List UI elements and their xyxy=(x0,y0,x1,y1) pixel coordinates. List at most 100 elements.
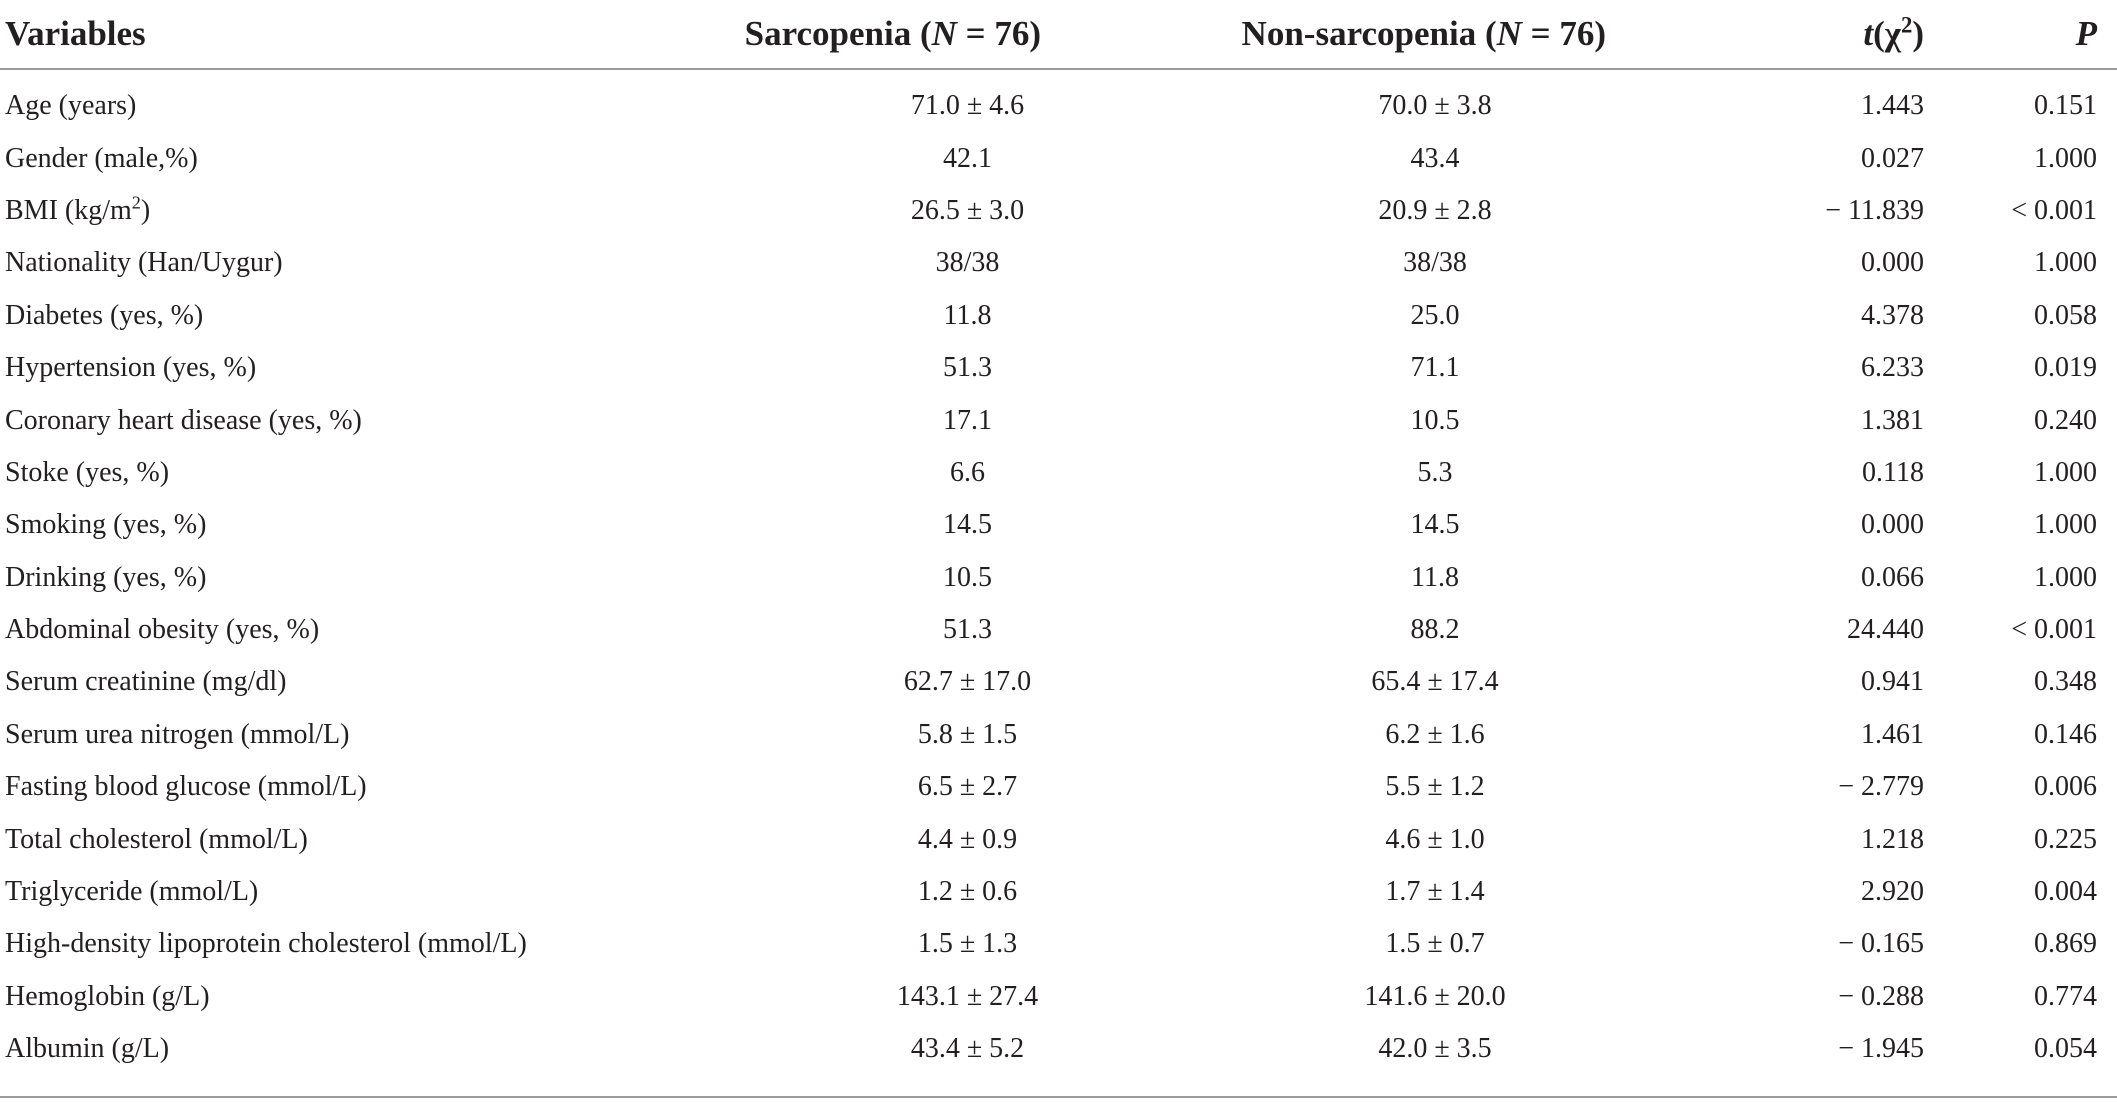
cell-p-value: 0.054 xyxy=(2034,1033,2097,1065)
cell-non-sarcopenia: 71.1 xyxy=(1410,352,1460,384)
cell-p-value: 0.348 xyxy=(2034,666,2097,698)
table-row: Fasting blood glucose (mmol/L) 6.5 ± 2.7 5… xyxy=(0,761,2117,813)
table-row: Age (years) 71.0 ± 4.6 70.0 ± 3.8 1.443 0.15… xyxy=(0,69,2117,132)
table-row: Albumin (g/L) 43.4 ± 5.2 42.0 ± 3.5 − 1.945… xyxy=(0,1023,2117,1075)
cell-t-value: 0.000 xyxy=(1861,247,1924,279)
cell-sarcopenia: 42.1 xyxy=(943,142,992,174)
table-row: Nationality (Han/Uygur) 38/38 38/38 0.000 1.… xyxy=(0,237,2117,289)
cell-t-value: − 2.779 xyxy=(1838,771,1924,803)
table-row: Smoking (yes, %) 14.5 14.5 0.000 1.000 xyxy=(0,499,2117,551)
cell-variable: Diabetes (yes, %) xyxy=(5,299,204,331)
table-row: Hemoglobin (g/L) 143.1 ± 27.4 141.6 ± 20.0… xyxy=(0,971,2117,1023)
cell-variable: Triglyceride (mmol/L) xyxy=(5,876,259,908)
cell-non-sarcopenia: 1.5 ± 0.7 xyxy=(1385,928,1485,960)
cell-non-sarcopenia: 5.5 ± 1.2 xyxy=(1385,771,1485,803)
cell-p-value: < 0.001 xyxy=(2011,194,2097,226)
cell-non-sarcopenia: 38/38 xyxy=(1403,247,1467,279)
cell-p-value: < 0.001 xyxy=(2011,614,2097,646)
cell-t-value: − 0.288 xyxy=(1838,980,1924,1012)
cell-t-value: 0.066 xyxy=(1861,561,1924,593)
cell-sarcopenia: 62.7 ± 17.0 xyxy=(903,666,1032,698)
cell-variable: Age (years) xyxy=(5,90,137,122)
cell-p-value: 0.869 xyxy=(2034,928,2097,960)
cell-p-value: 0.151 xyxy=(2034,90,2097,122)
cell-non-sarcopenia: 43.4 xyxy=(1410,142,1460,174)
cell-non-sarcopenia: 88.2 xyxy=(1410,614,1460,646)
cell-non-sarcopenia: 20.9 ± 2.8 xyxy=(1378,194,1492,226)
cell-non-sarcopenia: 10.5 xyxy=(1410,404,1460,436)
cell-t-value: 0.000 xyxy=(1861,509,1924,541)
table-row: Drinking (yes, %) 10.5 11.8 0.066 1.000 xyxy=(0,552,2117,604)
table-row: Serum creatinine (mg/dl) 62.7 ± 17.0 65.4 … xyxy=(0,656,2117,708)
cell-variable: High-density lipoprotein cholesterol (mm… xyxy=(5,928,527,960)
cell-sarcopenia: 6.5 ± 2.7 xyxy=(917,771,1018,803)
cell-t-value: 1.443 xyxy=(1861,90,1924,122)
cell-sarcopenia: 26.5 ± 3.0 xyxy=(910,194,1025,226)
table-row: Diabetes (yes, %) 11.8 25.0 4.378 0.058 xyxy=(0,290,2117,342)
cell-variable: Albumin (g/L) xyxy=(5,1033,170,1065)
cell-p-value: 1.000 xyxy=(2034,509,2097,541)
table-row: Total cholesterol (mmol/L) 4.4 ± 0.9 4.6 ±… xyxy=(0,813,2117,865)
cell-t-value: 2.920 xyxy=(1861,876,1924,908)
header-t-chi-square: t(χ2) xyxy=(1660,0,1930,70)
cell-non-sarcopenia: 14.5 xyxy=(1410,509,1460,541)
cell-sarcopenia: 51.3 xyxy=(943,614,992,646)
cell-variable: BMI (kg/m2) xyxy=(5,192,151,226)
cell-t-value: − 1.945 xyxy=(1838,1033,1924,1065)
cell-t-value: 1.461 xyxy=(1861,718,1924,750)
cell-sarcopenia: 10.5 xyxy=(943,561,992,593)
cell-sarcopenia: 43.4 ± 5.2 xyxy=(910,1033,1025,1065)
header-p-value: P xyxy=(1930,0,2117,70)
cell-p-value: 1.000 xyxy=(2034,456,2097,488)
cell-non-sarcopenia: 11.8 xyxy=(1411,561,1459,593)
cell-sarcopenia: 71.0 ± 4.6 xyxy=(910,90,1025,122)
cell-non-sarcopenia: 65.4 ± 17.4 xyxy=(1371,666,1499,698)
cell-variable: Coronary heart disease (yes, %) xyxy=(5,404,362,436)
cell-t-value: 6.233 xyxy=(1861,352,1924,384)
cell-t-value: 0.118 xyxy=(1862,456,1924,488)
cell-non-sarcopenia: 25.0 xyxy=(1410,299,1460,331)
cell-t-value: 4.378 xyxy=(1861,299,1924,331)
table-row: Triglyceride (mmol/L) 1.2 ± 0.6 1.7 ± 1.4 2… xyxy=(0,866,2117,918)
table-row: Stoke (yes, %) 6.6 5.3 0.118 1.000 xyxy=(0,447,2117,499)
cell-sarcopenia: 1.5 ± 1.3 xyxy=(917,928,1018,960)
cell-sarcopenia: 6.6 xyxy=(950,456,985,488)
cell-non-sarcopenia: 5.3 xyxy=(1417,456,1453,488)
cell-sarcopenia: 5.8 ± 1.5 xyxy=(917,718,1018,750)
cell-variable: Fasting blood glucose (mmol/L) xyxy=(5,771,367,803)
cell-sarcopenia: 51.3 xyxy=(943,352,992,384)
cell-variable: Drinking (yes, %) xyxy=(5,561,207,593)
cell-variable: Stoke (yes, %) xyxy=(5,456,170,488)
cell-variable: Hypertension (yes, %) xyxy=(5,352,257,384)
cell-variable: Nationality (Han/Uygur) xyxy=(5,247,283,279)
cell-sarcopenia: 38/38 xyxy=(935,247,1000,279)
table-row: Hypertension (yes, %) 51.3 71.1 6.233 0.019 xyxy=(0,342,2117,394)
cell-sarcopenia: 11.8 xyxy=(943,299,992,331)
cell-p-value: 0.774 xyxy=(2034,980,2097,1012)
cell-p-value: 0.240 xyxy=(2034,404,2097,436)
cell-non-sarcopenia: 70.0 ± 3.8 xyxy=(1378,90,1492,122)
cell-t-value: 0.941 xyxy=(1861,666,1924,698)
cell-variable: Smoking (yes, %) xyxy=(5,509,207,541)
cell-variable: Serum urea nitrogen (mmol/L) xyxy=(5,718,350,750)
cell-sarcopenia: 143.1 ± 27.4 xyxy=(896,980,1039,1012)
cell-p-value: 1.000 xyxy=(2034,561,2097,593)
table-row: BMI (kg/m2) 26.5 ± 3.0 20.9 ± 2.8 − 11.839 <… xyxy=(0,185,2117,237)
cell-variable: Gender (male,%) xyxy=(5,142,198,174)
cell-t-value: − 11.839 xyxy=(1825,194,1924,226)
cell-non-sarcopenia: 1.7 ± 1.4 xyxy=(1385,876,1485,908)
table-row: High-density lipoprotein cholesterol (mm… xyxy=(0,918,2117,970)
table-row: Gender (male,%) 42.1 43.4 0.027 1.000 xyxy=(0,132,2117,184)
cell-non-sarcopenia: 6.2 ± 1.6 xyxy=(1385,718,1485,750)
cell-sarcopenia: 4.4 ± 0.9 xyxy=(917,823,1018,855)
cell-p-value: 0.019 xyxy=(2034,352,2097,384)
header-variables: Variables xyxy=(0,0,610,70)
cell-variable: Serum creatinine (mg/dl) xyxy=(5,666,287,698)
table-row: Coronary heart disease (yes, %) 17.1 10.5 1… xyxy=(0,394,2117,446)
cell-sarcopenia: 14.5 xyxy=(943,509,992,541)
cell-p-value: 0.006 xyxy=(2034,771,2097,803)
cell-p-value: 0.058 xyxy=(2034,299,2097,331)
cell-sarcopenia: 17.1 xyxy=(943,404,992,436)
cell-variable: Abdominal obesity (yes, %) xyxy=(5,614,320,646)
table-row: Abdominal obesity (yes, %) 51.3 88.2 24.440… xyxy=(0,604,2117,656)
